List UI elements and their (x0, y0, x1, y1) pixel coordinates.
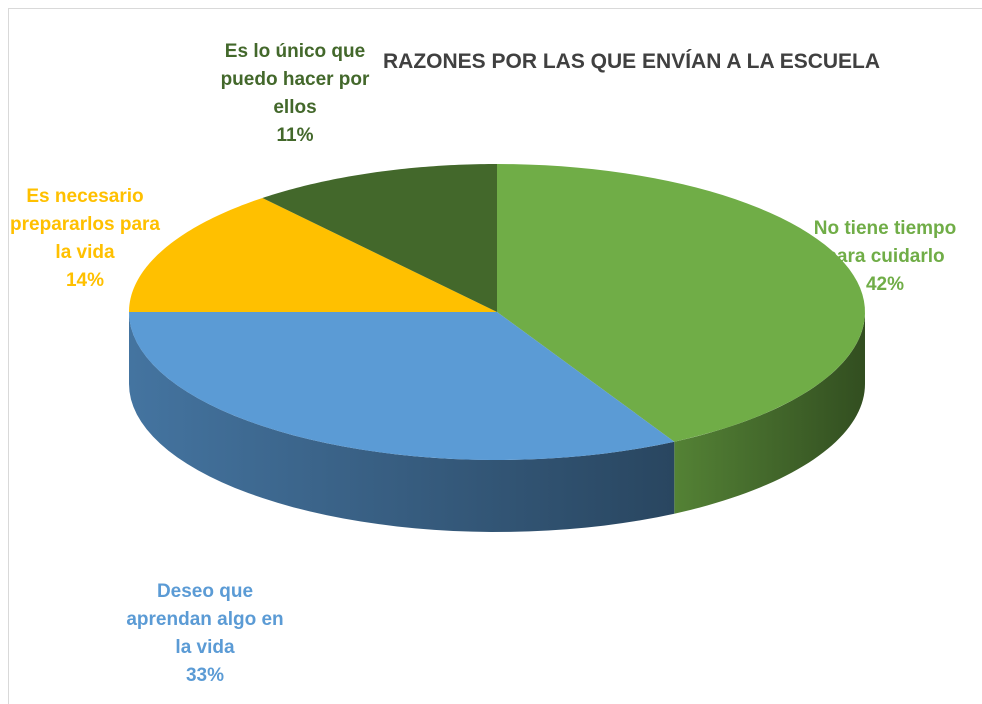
chart-title: RAZONES POR LAS QUE ENVÍAN A LA ESCUELA (383, 50, 881, 73)
pie-slice (262, 164, 497, 312)
pie-slice (129, 197, 497, 312)
chart-border (8, 8, 982, 704)
data-label-value: 42% (865, 274, 905, 295)
data-label-name: Deseo que aprendan algo en la vida (126, 581, 284, 658)
pie-side (129, 312, 675, 532)
data-label-value: 14% (65, 270, 105, 291)
data-label-name: No tiene tiempo para cuidarlo (813, 218, 957, 267)
pie-slice (129, 312, 675, 460)
data-label-name: Es lo único que puedo hacer por ellos (220, 41, 370, 118)
pie-side (674, 312, 865, 514)
data-label-value: 11% (276, 125, 314, 146)
data-label-name: Es necesario prepararlos para la vida (10, 186, 160, 263)
pie-slice (497, 164, 865, 442)
data-label-value: 33% (185, 665, 225, 686)
